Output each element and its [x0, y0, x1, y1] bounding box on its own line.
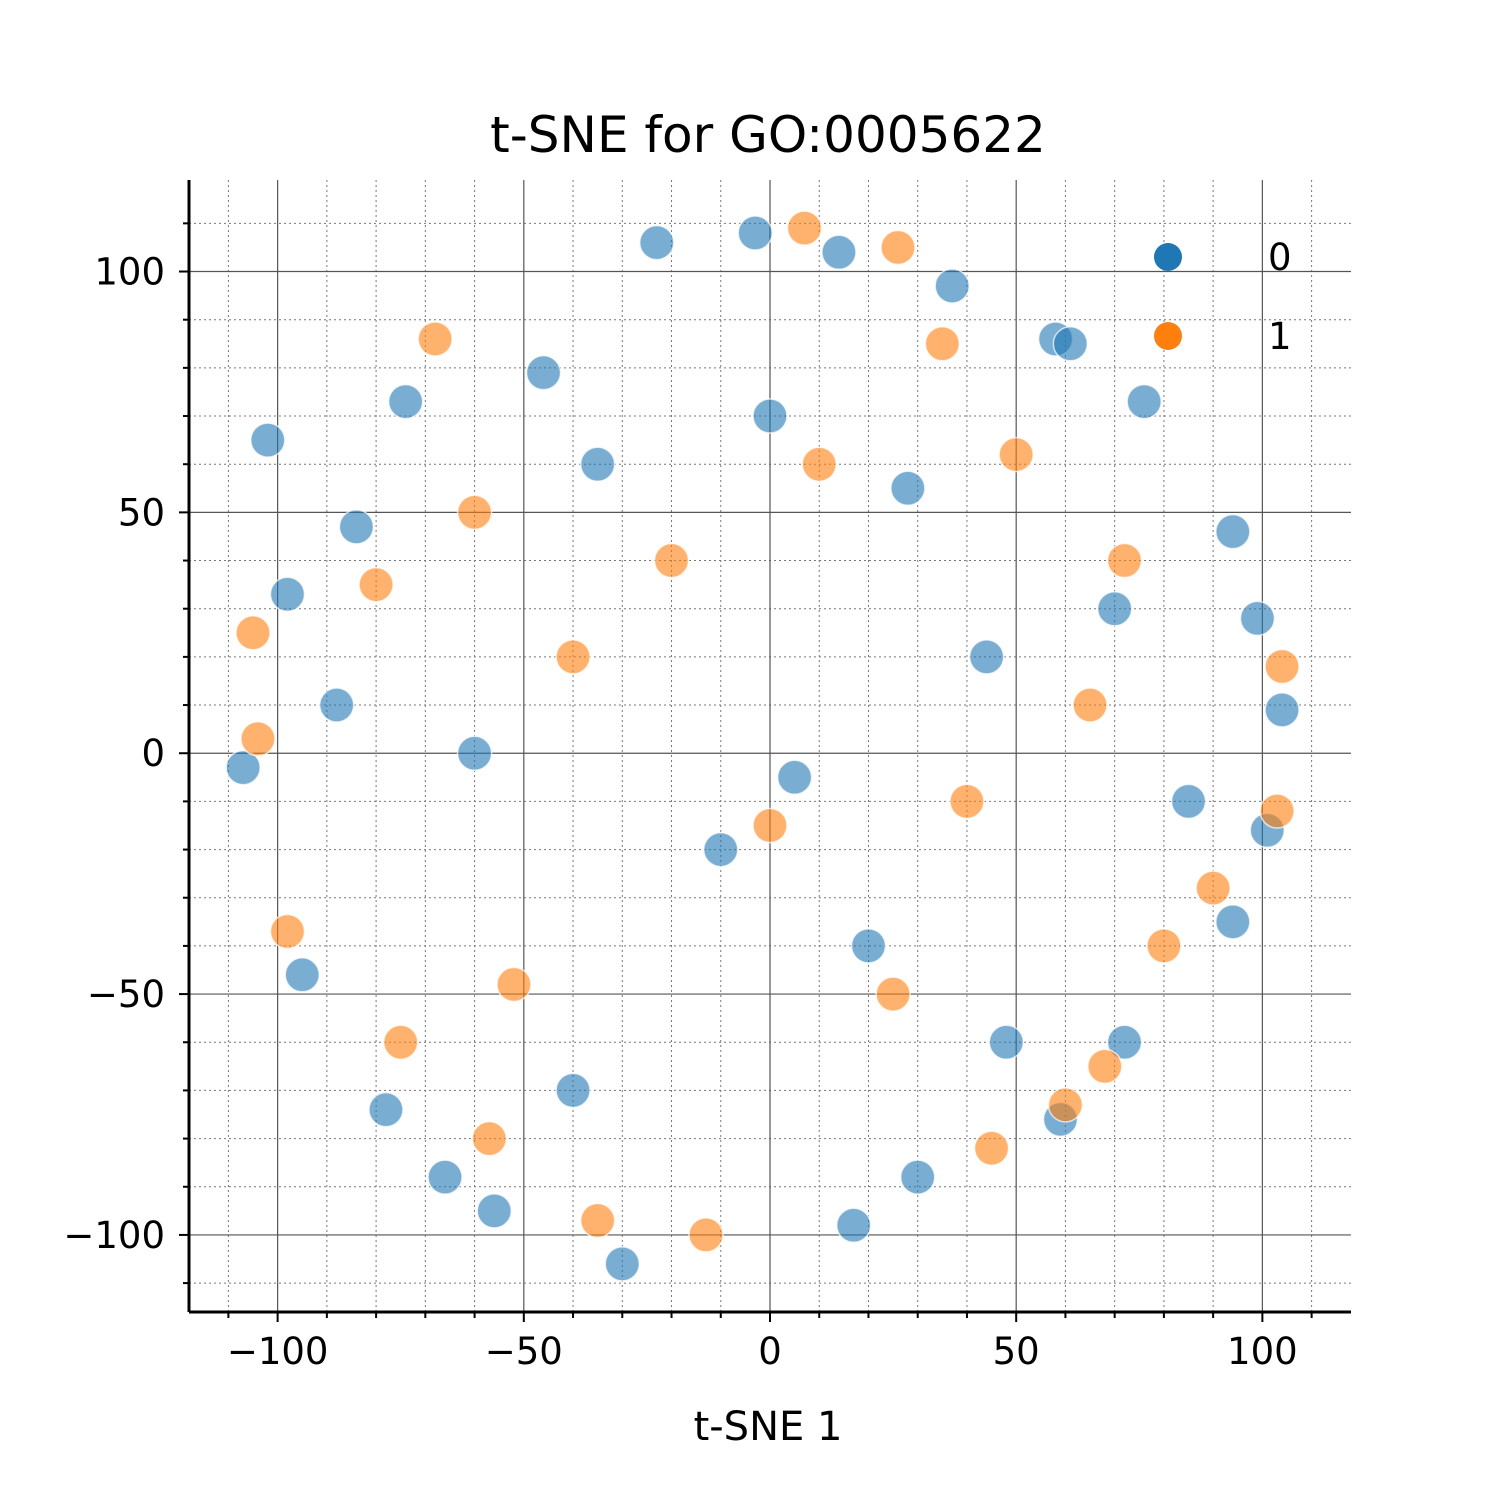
data-point	[1047, 1087, 1084, 1123]
data-point	[1052, 326, 1089, 362]
data-point	[1264, 692, 1300, 728]
chart-title: t-SNE for GO:0005622	[490, 106, 1046, 164]
data-point	[555, 639, 591, 675]
data-point	[1259, 793, 1295, 829]
data-point	[752, 398, 788, 434]
x-tick-label: 0	[758, 1330, 782, 1373]
data-point	[880, 229, 916, 266]
data-point	[496, 966, 532, 1003]
data-point	[737, 215, 773, 251]
data-point	[471, 1120, 508, 1157]
data-point	[417, 321, 453, 357]
data-point	[1106, 1024, 1143, 1060]
data-point	[890, 470, 926, 507]
data-point	[988, 1024, 1025, 1060]
data-point	[250, 422, 286, 458]
x-tick-label: −100	[227, 1330, 329, 1373]
x-tick-label: 50	[993, 1330, 1040, 1373]
data-point	[752, 807, 788, 844]
data-point	[368, 1091, 404, 1128]
y-tick-label: 100	[94, 251, 165, 294]
data-point	[821, 234, 857, 271]
data-point	[934, 268, 970, 304]
data-point	[269, 913, 306, 950]
data-point	[1126, 383, 1162, 420]
grid	[189, 180, 1351, 1312]
y-tick-label: −100	[63, 1214, 165, 1257]
data-point	[338, 509, 375, 545]
data-point	[899, 1159, 936, 1195]
data-point	[973, 1130, 1010, 1166]
data-point	[949, 783, 985, 820]
data-point	[998, 436, 1034, 473]
data-points	[225, 210, 1300, 1282]
data-point	[703, 831, 739, 868]
data-point	[1106, 542, 1143, 579]
data-point	[786, 210, 823, 246]
data-point	[835, 1207, 872, 1244]
x-axis-label: t-SNE 1	[694, 1404, 843, 1450]
data-point	[653, 542, 690, 579]
data-point	[639, 224, 675, 261]
data-point	[924, 326, 961, 362]
data-point	[1087, 1048, 1123, 1085]
data-point	[456, 494, 493, 531]
x-tick-label: −50	[485, 1330, 563, 1373]
data-point	[476, 1193, 513, 1229]
data-point	[801, 446, 837, 482]
series-0	[225, 215, 1300, 1282]
data-point	[1170, 783, 1207, 820]
data-point	[427, 1159, 463, 1195]
data-point	[776, 759, 813, 796]
data-point	[688, 1217, 724, 1253]
data-point	[387, 383, 424, 420]
data-point	[235, 615, 271, 651]
data-point	[318, 687, 355, 723]
data-point	[850, 928, 887, 964]
axes: −100 −50 0 50 100 −100 −50 0 50 100	[63, 180, 1351, 1373]
data-point	[875, 976, 911, 1012]
y-tick-label: 0	[141, 732, 165, 775]
y-tick-label: −50	[87, 973, 165, 1016]
data-point	[358, 566, 394, 603]
data-point	[456, 735, 493, 771]
legend-label-1: 1	[1268, 315, 1292, 358]
data-point	[579, 446, 616, 482]
data-point	[1146, 928, 1182, 964]
data-point	[1195, 870, 1231, 906]
legend-label-0: 0	[1268, 236, 1292, 279]
data-point	[1239, 600, 1276, 637]
legend: 01	[1154, 236, 1292, 358]
data-point	[240, 721, 276, 757]
data-point	[1072, 687, 1108, 723]
data-point	[604, 1246, 641, 1282]
series-1	[235, 210, 1300, 1253]
y-tick-label: 50	[118, 491, 165, 534]
data-point	[525, 354, 562, 391]
data-point	[284, 957, 320, 993]
data-point	[1264, 648, 1300, 685]
data-point	[968, 639, 1005, 675]
data-point	[1096, 590, 1133, 627]
data-point	[1215, 513, 1251, 550]
x-tick-label: 100	[1227, 1330, 1298, 1373]
data-point	[1215, 904, 1251, 940]
legend-marker-0	[1154, 243, 1182, 271]
data-point	[579, 1202, 616, 1239]
data-point	[269, 576, 306, 613]
data-point	[382, 1024, 419, 1060]
data-point	[225, 749, 261, 786]
data-point	[555, 1072, 591, 1109]
legend-marker-1	[1154, 322, 1182, 350]
